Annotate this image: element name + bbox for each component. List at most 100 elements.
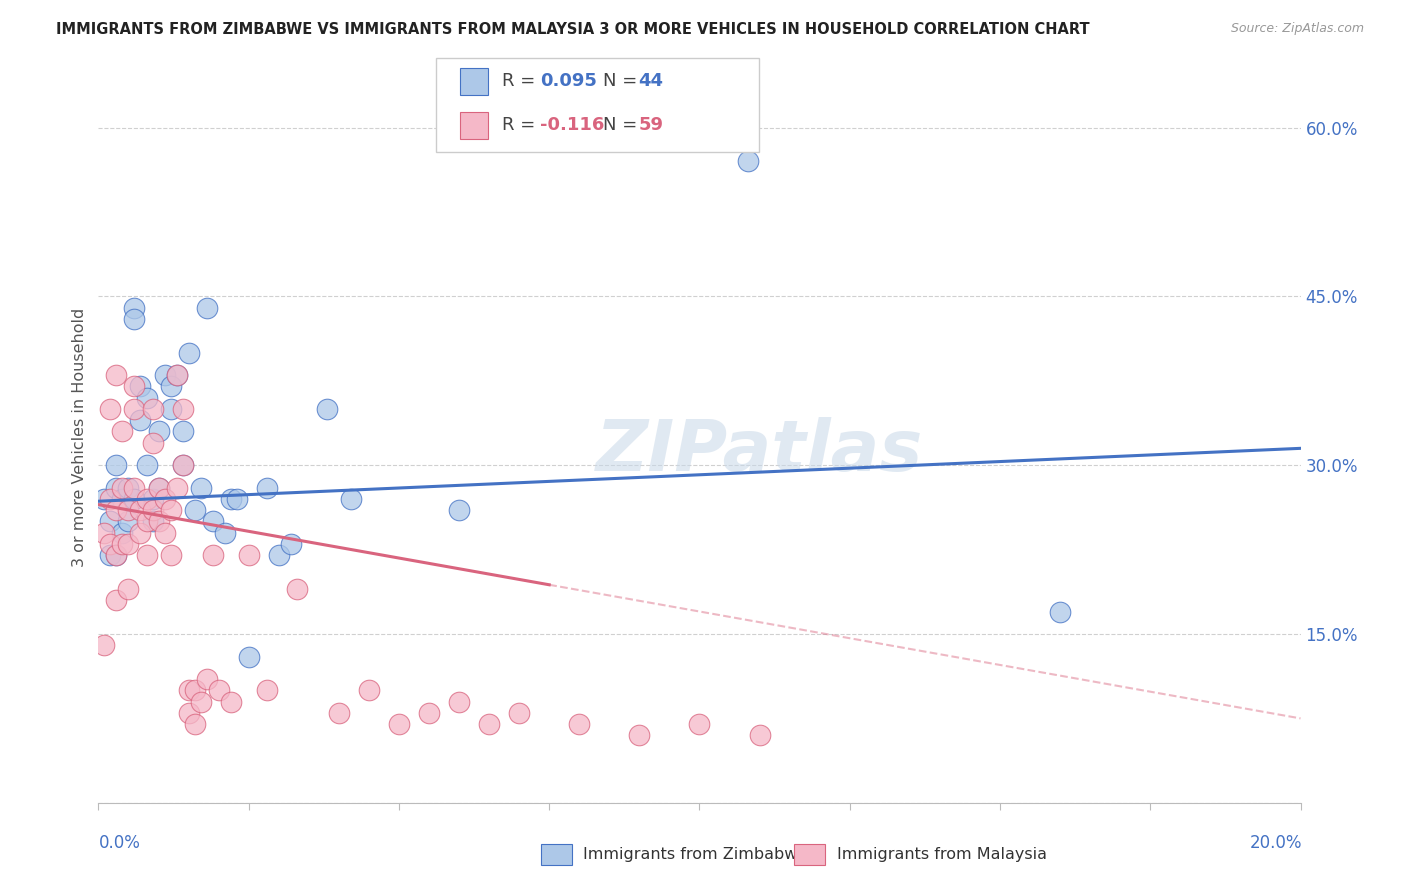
Point [100,515,122,529]
Point [105,458,128,473]
Point [238,649,260,664]
Point [100,548,122,562]
Point [100,537,122,551]
Point [183,683,205,698]
Point [159,548,181,562]
Text: IMMIGRANTS FROM ZIMBABWE VS IMMIGRANTS FROM MALAYSIA 3 OR MORE VEHICLES IN HOUSE: IMMIGRANTS FROM ZIMBABWE VS IMMIGRANTS F… [56,22,1090,37]
Point [105,481,128,495]
Point [214,525,236,540]
Point [141,515,163,529]
Point [195,301,218,315]
Point [166,368,188,383]
Point [256,481,278,495]
Point [689,717,711,731]
Point [105,548,128,562]
Point [172,458,194,473]
Text: 0.0%: 0.0% [98,834,141,852]
Point [628,728,651,742]
Point [315,401,337,416]
Point [195,672,218,686]
Text: -0.116: -0.116 [540,116,605,135]
Point [340,491,363,506]
Point [129,379,152,393]
Point [177,345,200,359]
Point [148,481,170,495]
Point [93,525,115,540]
Point [568,717,591,731]
Point [172,401,194,416]
Point [153,525,176,540]
Point [141,491,163,506]
Point [201,515,224,529]
Point [418,706,440,720]
Point [100,491,122,506]
Point [280,537,302,551]
Point [124,481,146,495]
Point [135,548,157,562]
Point [117,537,139,551]
Point [117,515,139,529]
Point [328,706,350,720]
Point [93,491,115,506]
Point [105,593,128,607]
Point [748,728,770,742]
Point [508,706,530,720]
Point [208,683,231,698]
Point [478,717,501,731]
Point [219,491,242,506]
Point [201,548,224,562]
Point [447,694,470,708]
Point [105,548,128,562]
Point [172,458,194,473]
Point [388,717,411,731]
Point [153,368,176,383]
Text: 44: 44 [638,72,664,90]
Point [183,717,205,731]
Point [256,683,278,698]
Point [135,458,157,473]
Text: N =: N = [603,72,643,90]
Point [124,301,146,315]
Point [111,491,134,506]
Point [129,413,152,427]
Text: Immigrants from Zimbabwe: Immigrants from Zimbabwe [583,847,807,862]
Text: R =: R = [502,116,541,135]
Point [172,425,194,439]
Point [124,401,146,416]
Point [105,503,128,517]
Point [100,401,122,416]
Point [111,481,134,495]
Y-axis label: 3 or more Vehicles in Household: 3 or more Vehicles in Household [72,308,87,566]
Point [190,481,212,495]
Point [166,481,188,495]
Point [166,368,188,383]
Point [177,683,200,698]
Point [111,537,134,551]
Point [238,548,260,562]
Point [141,503,163,517]
Point [219,694,242,708]
Point [148,481,170,495]
Point [117,503,139,517]
Point [135,515,157,529]
Point [111,425,134,439]
Point [129,525,152,540]
Point [183,503,205,517]
Point [124,491,146,506]
Point [159,503,181,517]
Point [177,706,200,720]
Point [357,683,380,698]
Text: Immigrants from Malaysia: Immigrants from Malaysia [837,847,1046,862]
Point [124,312,146,326]
Point [135,491,157,506]
Point [141,435,163,450]
Text: 20.0%: 20.0% [1250,834,1302,852]
Point [148,515,170,529]
Text: N =: N = [603,116,643,135]
Point [285,582,308,596]
Point [135,391,157,405]
Point [141,401,163,416]
Point [159,401,181,416]
Point [117,481,139,495]
Point [124,379,146,393]
